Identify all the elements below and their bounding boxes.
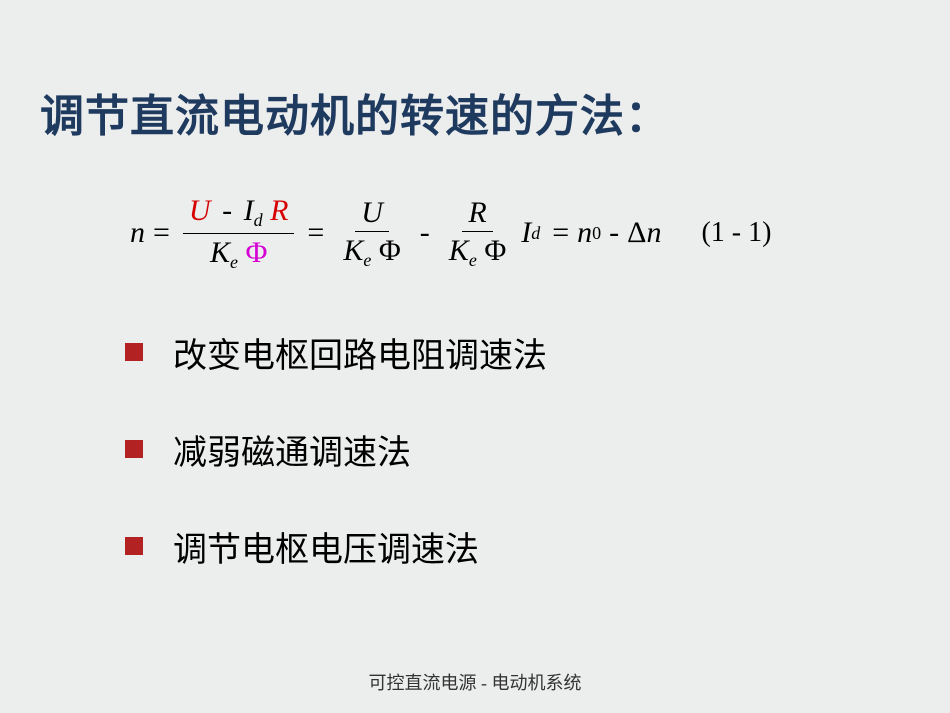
frac2-num: U	[355, 196, 389, 232]
bullet-square-icon	[125, 343, 143, 361]
bullet-list: 改变电枢回路电阻调速法 减弱磁通调速法 调节电枢电压调速法	[125, 328, 950, 571]
frac3-den: Ke Φ	[443, 232, 512, 271]
fraction-1: U - Id R Ke Φ	[183, 194, 295, 273]
slide-title: 调节直流电动机的转速的方法：	[40, 80, 950, 144]
sub-e3: e	[469, 250, 477, 270]
var-Phi1: Φ	[245, 236, 267, 269]
fraction-2: U Ke Φ	[337, 196, 406, 271]
sub-e2: e	[363, 250, 371, 270]
frac2-den: Ke Φ	[337, 232, 406, 271]
var-n2: n	[646, 216, 661, 250]
equation-number: (1 - 1)	[701, 217, 771, 249]
bullet-text-3: 调节电枢电压调速法	[173, 522, 479, 571]
var-n0: n	[577, 216, 592, 250]
bullet-square-icon	[125, 537, 143, 555]
var-I2: I	[521, 216, 531, 250]
var-K3: K	[449, 234, 469, 267]
var-R2: R	[468, 196, 486, 229]
var-n: n	[130, 216, 145, 250]
var-K2: K	[343, 234, 363, 267]
var-U1: U	[189, 194, 211, 227]
op-minus2: -	[420, 216, 430, 250]
op-eq2: =	[307, 216, 324, 250]
var-Phi2: Φ	[379, 234, 401, 267]
fraction-3: R Ke Φ	[443, 196, 512, 271]
frac3-num: R	[462, 196, 492, 232]
var-R1: R	[270, 194, 288, 227]
sub-e1: e	[230, 252, 238, 272]
op-eq3: =	[552, 216, 569, 250]
frac1-den: Ke Φ	[204, 234, 273, 273]
list-item: 调节电枢电压调速法	[125, 522, 950, 571]
sub-d2: d	[531, 223, 540, 244]
speed-equation: n = U - Id R Ke Φ = U Ke Φ -	[130, 194, 950, 273]
slide-footer: 可控直流电源 - 电动机系统	[0, 669, 950, 695]
var-U2: U	[361, 196, 383, 229]
var-delta: Δ	[627, 216, 646, 250]
list-item: 改变电枢回路电阻调速法	[125, 328, 950, 377]
var-I1: I	[244, 194, 254, 227]
sub-d1: d	[254, 210, 263, 230]
frac1-num: U - Id R	[183, 194, 295, 234]
op-minus1: -	[222, 194, 232, 227]
bullet-text-1: 改变电枢回路电阻调速法	[173, 328, 547, 377]
bullet-square-icon	[125, 440, 143, 458]
var-Phi3: Φ	[484, 234, 506, 267]
list-item: 减弱磁通调速法	[125, 425, 950, 474]
op-eq1: =	[153, 216, 170, 250]
op-minus3: -	[609, 216, 619, 250]
var-K1: K	[210, 236, 230, 269]
slide: 调节直流电动机的转速的方法： n = U - Id R Ke Φ = U Ke …	[0, 0, 950, 713]
bullet-text-2: 减弱磁通调速法	[173, 425, 411, 474]
sub-0: 0	[592, 223, 601, 244]
